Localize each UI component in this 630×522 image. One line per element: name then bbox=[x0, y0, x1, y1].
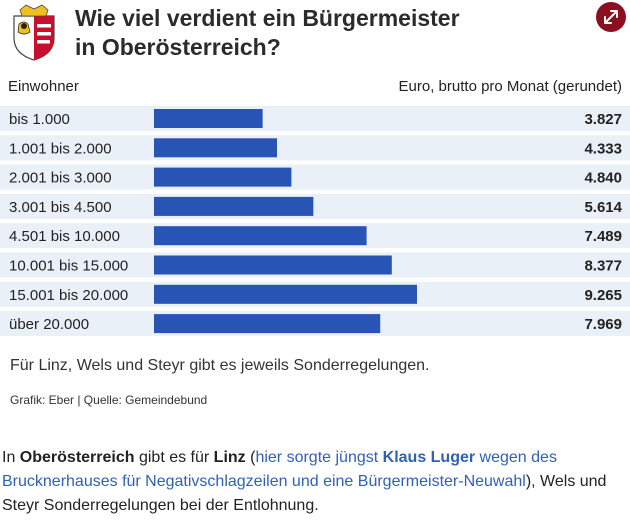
article-bold-city: Linz bbox=[213, 449, 246, 466]
row-band bbox=[0, 106, 630, 131]
article-text-3: ( bbox=[245, 449, 256, 466]
bar bbox=[154, 255, 392, 275]
article-paragraph: In Oberösterreich gibt es für Linz (hier… bbox=[2, 446, 622, 518]
article-link-text-1: hier sorgte jüngst bbox=[255, 449, 383, 466]
source-credit: Grafik: Eber | Quelle: Gemeindebund bbox=[10, 393, 208, 407]
category-label: bis 1.000 bbox=[9, 111, 70, 128]
bar-chart-svg: bis 1.000 3.827 1.001 bis 2.000 4.333 2.001 … bbox=[0, 106, 630, 337]
expand-icon bbox=[604, 10, 618, 24]
value-label: 3.827 bbox=[584, 111, 622, 128]
row-band bbox=[0, 135, 630, 161]
expand-button[interactable] bbox=[596, 2, 626, 32]
category-label: 15.001 bis 20.000 bbox=[9, 287, 128, 304]
chart-title-line-1: Wie viel verdient ein Bürgermeister bbox=[75, 5, 460, 31]
coat-of-arms-icon bbox=[13, 4, 55, 61]
bar bbox=[154, 196, 314, 216]
value-label: 4.840 bbox=[584, 170, 622, 187]
row-band bbox=[0, 164, 630, 190]
article-link-text-2: wegen des Brucknerhauses für Negativschl… bbox=[2, 449, 557, 490]
value-label: 4.333 bbox=[584, 140, 622, 157]
article-text-1: In bbox=[2, 449, 20, 466]
bar bbox=[154, 284, 417, 304]
chart-header: Wie viel verdient ein Bürgermeister in O… bbox=[0, 0, 630, 70]
column-header-salary: Euro, brutto pro Monat (gerundet) bbox=[398, 78, 622, 95]
value-label: 9.265 bbox=[584, 287, 622, 304]
category-label: 1.001 bis 2.000 bbox=[9, 140, 112, 157]
row-band bbox=[0, 193, 630, 219]
value-label: 7.969 bbox=[584, 316, 622, 333]
bar-chart: bis 1.000 3.827 1.001 bis 2.000 4.333 2.001 … bbox=[0, 106, 630, 342]
chart-title: Wie viel verdient ein Bürgermeister in O… bbox=[75, 4, 460, 62]
value-label: 8.377 bbox=[584, 258, 622, 275]
article-text-4: ), Wels und Steyr Sonderregelungen bei d… bbox=[2, 473, 607, 514]
article-link[interactable]: hier sorgte jüngst Klaus Luger wegen des… bbox=[2, 449, 557, 490]
category-label: 2.001 bis 3.000 bbox=[9, 170, 112, 187]
category-label: 10.001 bis 15.000 bbox=[9, 258, 128, 275]
bar bbox=[154, 226, 367, 246]
column-header-population: Einwohner bbox=[8, 78, 79, 95]
footnote: Für Linz, Wels und Steyr gibt es jeweils… bbox=[10, 357, 430, 374]
bar bbox=[154, 314, 381, 334]
chart-title-line-2: in Oberösterreich? bbox=[75, 34, 281, 60]
bar bbox=[154, 109, 263, 128]
bar bbox=[154, 138, 277, 158]
bar bbox=[154, 167, 292, 187]
category-label: 4.501 bis 10.000 bbox=[9, 228, 120, 245]
article-text-2: gibt es für bbox=[134, 449, 214, 466]
article-bold-region: Oberösterreich bbox=[19, 449, 135, 466]
article-link-bold: Klaus Luger bbox=[382, 449, 476, 466]
value-label: 5.614 bbox=[584, 199, 622, 216]
category-label: 3.001 bis 4.500 bbox=[9, 199, 112, 216]
category-label: über 20.000 bbox=[9, 316, 89, 333]
value-label: 7.489 bbox=[584, 228, 622, 245]
